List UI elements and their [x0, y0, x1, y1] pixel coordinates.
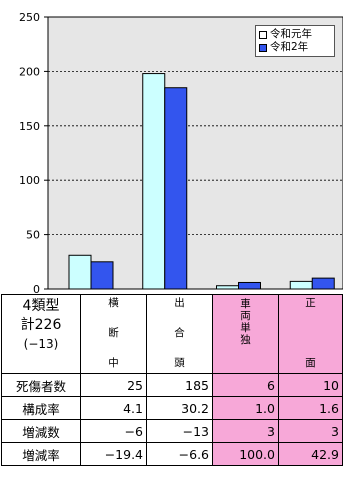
row-label: 増減率 — [1, 442, 81, 466]
bar-3-0 — [289, 280, 313, 290]
table-row: 構成率 4.1 30.2 1.0 1.6 — [1, 396, 343, 420]
table-row: 死傷者数 25 185 6 10 — [1, 373, 343, 397]
row-label: 死傷者数 — [1, 373, 81, 397]
col-header-3: 正 面 — [278, 294, 343, 374]
bar-3-1 — [311, 277, 335, 290]
col-header-2-char-0: 車 — [240, 298, 251, 310]
col-header-0: 横 断 中 — [80, 294, 147, 374]
bar-2-1 — [238, 281, 261, 290]
header-type-label: 4類型 — [22, 298, 60, 314]
table-cell: −19.4 — [80, 442, 147, 466]
table-cell: −6 — [80, 419, 147, 443]
data-table: 4類型 計226 (−13) 横 断 中 出 合 頭 車 両 単 — [1, 294, 343, 466]
y-tick-label-4: 200 — [19, 65, 40, 78]
header-total-label: 計226 — [20, 317, 62, 333]
bar-2-0 — [216, 285, 239, 290]
bar-0-0 — [68, 254, 92, 290]
table-cell: 30.2 — [146, 396, 213, 420]
col-header-2-char-1: 両 — [240, 310, 251, 322]
col-header-1-char-0: 出 — [174, 297, 185, 309]
y-tick-label-2: 100 — [19, 174, 40, 187]
legend-swatch-0 — [259, 30, 267, 39]
y-tick-label-5: 250 — [19, 11, 40, 24]
table-row: 増減率 −19.4 −6.6 100.0 42.9 — [1, 442, 343, 466]
col-header-0-char-1: 断 — [108, 327, 119, 339]
table-cell: −13 — [146, 419, 213, 443]
col-header-2: 車 両 単 独 — [212, 294, 279, 374]
col-header-1-char-2: 頭 — [174, 357, 185, 369]
bar-1-0 — [142, 73, 166, 290]
y-axis: 0 50 100 150 200 250 — [19, 11, 48, 295]
table-cell: 3 — [212, 419, 279, 443]
table-cell: 42.9 — [278, 442, 343, 466]
row-label: 増減数 — [1, 419, 81, 443]
table-cell: 100.0 — [212, 442, 279, 466]
table-cell: 10 — [278, 373, 343, 397]
y-tick-label-3: 150 — [19, 120, 40, 133]
legend-item-1: 令和2年 — [259, 41, 331, 54]
y-tick-label-1: 50 — [26, 229, 40, 242]
table-cell: −6.6 — [146, 442, 213, 466]
col-header-1: 出 合 頭 — [146, 294, 213, 374]
grid-lines — [48, 71, 343, 236]
legend-item-0: 令和元年 — [259, 28, 331, 41]
table-header-label: 4類型 計226 (−13) — [1, 294, 81, 374]
row-label: 構成率 — [1, 396, 81, 420]
legend: 令和元年 令和2年 — [255, 25, 335, 57]
y-tick-label-0: 0 — [33, 283, 40, 295]
bar-chart: 0 50 100 150 200 250 — [19, 11, 343, 295]
legend-label-0: 令和元年 — [270, 28, 312, 40]
bar-1-1 — [164, 87, 188, 290]
table-cell: 6 — [212, 373, 279, 397]
table-row: 増減数 −6 −13 3 3 — [1, 419, 343, 443]
table-cell: 3 — [278, 419, 343, 443]
plot-area — [47, 16, 343, 290]
legend-label-1: 令和2年 — [270, 41, 309, 53]
col-header-3-char-0: 正 — [305, 297, 316, 309]
col-header-2-char-3: 独 — [240, 334, 251, 346]
table-header-row: 4類型 計226 (−13) 横 断 中 出 合 頭 車 両 単 — [1, 294, 343, 374]
col-header-0-char-2: 中 — [108, 357, 119, 369]
bars — [68, 73, 335, 290]
legend-swatch-1 — [259, 43, 267, 52]
header-change-label: (−13) — [23, 337, 59, 351]
bar-0-1 — [90, 261, 114, 290]
col-header-1-char-1: 合 — [174, 327, 185, 339]
table-cell: 185 — [146, 373, 213, 397]
col-header-3-char-1: 面 — [305, 357, 316, 369]
col-header-2-char-2: 単 — [240, 322, 251, 334]
table-cell: 4.1 — [80, 396, 147, 420]
table-cell: 1.6 — [278, 396, 343, 420]
col-header-0-char-0: 横 — [108, 297, 119, 309]
table-cell: 25 — [80, 373, 147, 397]
table-cell: 1.0 — [212, 396, 279, 420]
